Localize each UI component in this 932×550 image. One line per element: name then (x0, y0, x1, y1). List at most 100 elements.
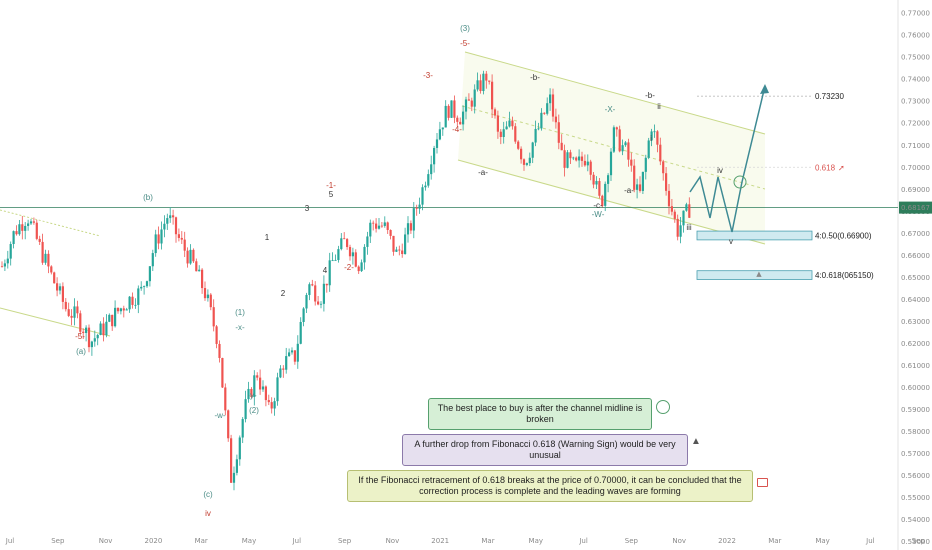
x-tick-label: 2022 (718, 537, 736, 545)
candle (485, 73, 488, 81)
candle (322, 283, 325, 304)
candle (482, 73, 485, 92)
candle (430, 164, 433, 175)
candle (215, 326, 218, 344)
correction-channel-fill (458, 52, 765, 244)
candle (24, 225, 27, 231)
wave-label: -x- (235, 323, 245, 332)
candle (151, 253, 154, 267)
candle (615, 127, 618, 130)
candle (328, 260, 331, 286)
wave-label: -4- (452, 125, 462, 134)
candle (134, 304, 137, 306)
candle (630, 159, 633, 166)
y-tick-label: 0.76000 (901, 32, 930, 40)
candle (267, 400, 270, 403)
candle (435, 139, 439, 148)
candle (636, 184, 639, 190)
candle (85, 327, 88, 333)
candle (638, 184, 642, 191)
candle (319, 303, 323, 305)
candle (517, 141, 520, 149)
y-tick-label: 0.67000 (901, 230, 930, 238)
x-tick-label: Sep (625, 537, 639, 545)
candle (44, 253, 47, 263)
candle (192, 249, 195, 262)
wave-label: -1- (326, 181, 336, 190)
candle (105, 321, 108, 336)
y-tick-label: 0.77000 (901, 10, 930, 18)
projection-arrowhead (760, 84, 769, 94)
candle (125, 309, 128, 311)
y-tick-label: 0.54000 (901, 516, 930, 524)
candle (140, 286, 143, 289)
candle (621, 145, 624, 152)
wave-label: -2- (344, 263, 354, 272)
candle (409, 223, 412, 231)
candle (131, 296, 134, 305)
candle (546, 103, 549, 114)
candle (433, 147, 436, 165)
wave-label: -a- (624, 186, 634, 195)
x-tick-label: May (529, 537, 543, 545)
candle (502, 129, 505, 137)
wave-label: (3) (460, 24, 470, 33)
candle (383, 222, 386, 226)
candle (180, 237, 183, 240)
candle (111, 314, 114, 327)
candle (253, 375, 256, 397)
candle (314, 285, 317, 302)
x-tick-label: Jul (578, 537, 588, 545)
candle (250, 388, 253, 397)
candle (299, 321, 302, 344)
candle (244, 399, 247, 420)
candle (206, 294, 209, 299)
candle (583, 160, 586, 166)
candle (32, 221, 35, 223)
candle (522, 159, 526, 165)
y-tick-label: 0.75000 (901, 54, 930, 62)
candle (543, 112, 546, 114)
candle (456, 117, 459, 122)
candle (462, 111, 465, 125)
candle (235, 459, 238, 473)
y-tick-label: 0.64000 (901, 296, 930, 304)
candle (174, 217, 178, 235)
candle (415, 208, 418, 209)
wave-label: iv (717, 166, 723, 175)
candle (470, 100, 473, 107)
candle (438, 129, 441, 140)
wave-label: -b- (645, 91, 655, 100)
candle (3, 263, 6, 267)
y-tick-label: 0.71000 (901, 142, 930, 150)
fib-arrow-icon: ➚ (838, 163, 845, 172)
wave-label: -b- (530, 73, 540, 82)
circle-icon (656, 400, 670, 414)
candle (685, 204, 688, 211)
candle (177, 234, 180, 238)
x-tick-label: 2020 (144, 537, 162, 545)
candle (143, 286, 146, 288)
candle (612, 127, 615, 152)
candle (459, 121, 462, 125)
candle (183, 239, 186, 251)
candle (282, 368, 285, 370)
y-tick-label: 0.55000 (901, 494, 930, 502)
y-tick-label: 0.65000 (901, 274, 930, 282)
y-tick-label: 0.66000 (901, 252, 930, 260)
candle (427, 174, 430, 186)
wave-label: -a- (478, 168, 488, 177)
candle (346, 239, 349, 248)
candle (317, 301, 320, 305)
wave-label: 3 (305, 204, 310, 213)
wave-label: 4 (323, 266, 328, 275)
x-tick-label: May (815, 537, 829, 545)
candle (401, 250, 404, 255)
x-tick-label: Jul (865, 537, 875, 545)
candle (569, 152, 572, 159)
candle (18, 224, 21, 235)
wave-label: (2) (249, 406, 259, 415)
candle (667, 190, 671, 207)
candle (444, 105, 447, 128)
